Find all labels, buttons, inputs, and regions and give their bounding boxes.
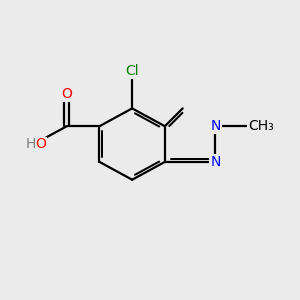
Text: O: O [61,86,72,100]
Text: N: N [210,119,220,133]
Text: H: H [25,137,36,151]
Text: N: N [210,155,220,169]
Text: CH₃: CH₃ [248,119,274,133]
Text: Cl: Cl [125,64,139,78]
Text: O: O [36,137,46,151]
